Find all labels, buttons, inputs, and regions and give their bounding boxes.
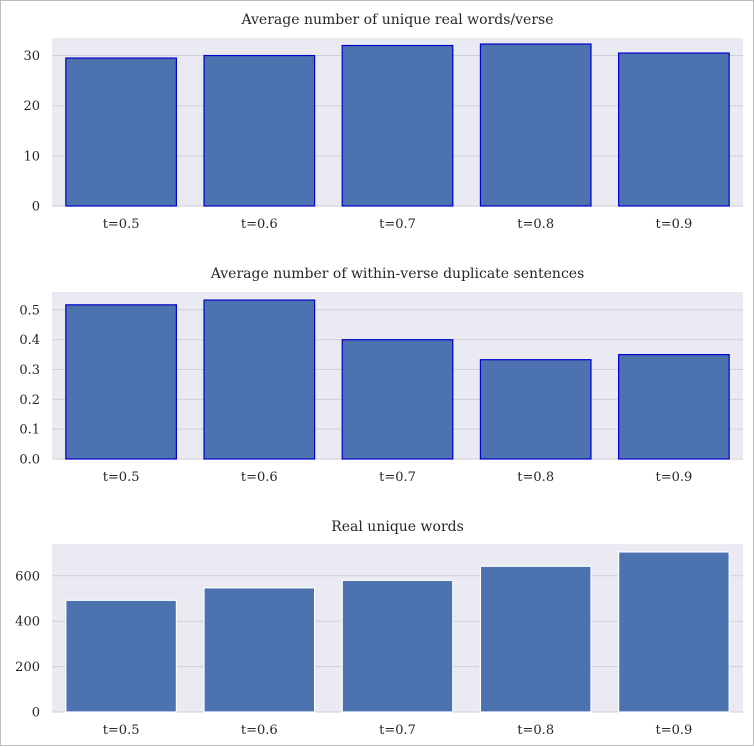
x-tick-label: t=0.9 — [656, 723, 693, 738]
x-tick-label: t=0.5 — [103, 217, 140, 232]
y-tick-label: 600 — [15, 569, 40, 584]
bar — [65, 304, 177, 460]
x-tick-label: t=0.7 — [379, 217, 416, 232]
y-tick-label: 0 — [32, 200, 40, 215]
x-tick-label: t=0.5 — [103, 470, 140, 485]
chart-title: Real unique words — [331, 519, 464, 535]
x-tick-label: t=0.5 — [103, 723, 140, 738]
chart-title: Average number of unique real words/vers… — [240, 12, 553, 28]
bar — [618, 354, 730, 460]
y-tick-label: 0.5 — [19, 303, 40, 318]
bar — [479, 565, 592, 713]
x-tick-label: t=0.7 — [379, 723, 416, 738]
y-tick-label: 0.2 — [19, 393, 40, 408]
x-tick-label: t=0.9 — [656, 470, 693, 485]
x-tick-label: t=0.8 — [517, 723, 554, 738]
bar — [65, 57, 177, 207]
y-tick-label: 0.0 — [19, 453, 40, 468]
bar — [203, 299, 316, 460]
x-tick-label: t=0.6 — [241, 217, 278, 232]
x-tick-label: t=0.6 — [241, 723, 278, 738]
x-tick-label: t=0.8 — [517, 217, 554, 232]
x-tick-label: t=0.9 — [656, 217, 693, 232]
chart-title: Average number of within-verse duplicate… — [210, 266, 585, 282]
bar — [341, 579, 454, 713]
y-tick-label: 0.1 — [19, 423, 40, 438]
y-tick-label: 0.4 — [19, 333, 40, 348]
y-tick-label: 0 — [32, 706, 40, 721]
bar — [203, 54, 316, 207]
y-tick-label: 0.3 — [19, 363, 40, 378]
y-tick-label: 200 — [15, 660, 40, 675]
bar — [618, 551, 730, 713]
bar — [341, 339, 454, 460]
y-tick-label: 10 — [23, 149, 40, 164]
y-tick-label: 400 — [15, 615, 40, 630]
bar — [479, 359, 592, 460]
x-tick-label: t=0.8 — [517, 470, 554, 485]
bar — [341, 44, 454, 207]
x-tick-label: t=0.6 — [241, 470, 278, 485]
bar — [618, 52, 730, 207]
y-tick-label: 20 — [23, 99, 40, 114]
bar — [203, 587, 316, 713]
bar — [65, 599, 177, 713]
bar — [479, 43, 592, 207]
y-tick-label: 30 — [23, 49, 40, 64]
x-tick-label: t=0.7 — [379, 470, 416, 485]
